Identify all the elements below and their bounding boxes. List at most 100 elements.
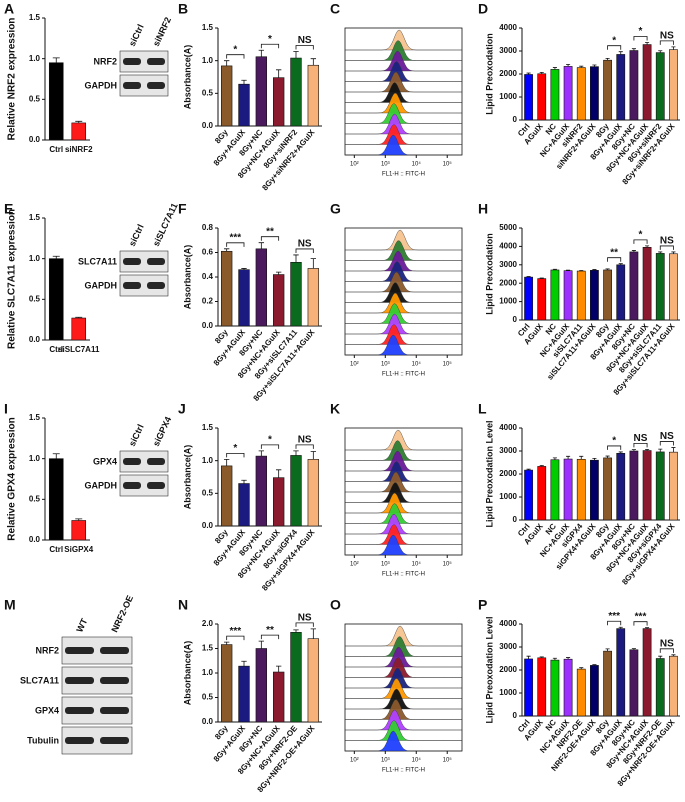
- panel-letter: E: [4, 201, 13, 217]
- y-tick-label: 1.0: [202, 668, 214, 677]
- histogram-curve: [345, 71, 462, 93]
- bar: [537, 278, 547, 321]
- bar: [642, 44, 652, 121]
- histogram-curve: [345, 709, 462, 731]
- bar: [590, 66, 599, 121]
- blot-band: [123, 258, 141, 265]
- x-tick-label: 10²: [350, 162, 359, 168]
- bar: [616, 452, 626, 521]
- bar: [255, 648, 268, 723]
- blot-band: [123, 282, 141, 289]
- error-bar: [645, 245, 650, 248]
- error-bar: [539, 465, 544, 467]
- bar: [669, 49, 678, 121]
- y-tick-label: 3000: [499, 446, 517, 455]
- error-bar: [241, 660, 247, 667]
- histogram-curve: [345, 50, 462, 72]
- significance-label: *: [639, 229, 643, 240]
- lane-label: NRF2-OE: [109, 594, 135, 634]
- bar: [524, 74, 533, 121]
- histogram-curve: [345, 92, 462, 114]
- x-tick-label: 10⁴: [412, 757, 422, 764]
- y-tick-label: 0: [513, 711, 518, 720]
- y-tick-label: 1.5: [29, 213, 41, 222]
- y-tick-label: 1000: [499, 492, 517, 501]
- error-bar: [579, 667, 584, 670]
- error-bar: [526, 655, 531, 659]
- error-bar: [223, 458, 230, 466]
- lane-label: siGPX4: [151, 415, 173, 448]
- significance-bracket: [226, 635, 245, 641]
- histogram-curve: [345, 82, 462, 103]
- y-tick-label: 0.8: [202, 223, 214, 232]
- error-bar: [618, 263, 623, 265]
- y-tick-label: 0.0: [202, 121, 214, 130]
- error-bar: [671, 251, 676, 254]
- significance-label: *: [639, 26, 643, 37]
- lane-label: siNRF2: [151, 16, 173, 48]
- y-tick-label: 0: [513, 115, 518, 124]
- y-tick-label: 0: [513, 315, 518, 324]
- error-bar: [605, 648, 610, 652]
- y-tick-label: 0: [513, 515, 518, 524]
- error-bar: [75, 518, 83, 521]
- error-bar: [605, 455, 610, 458]
- lane-label: WT: [74, 616, 89, 633]
- bar: [524, 276, 533, 321]
- error-bar: [293, 450, 299, 456]
- x-tick-label: 10³: [381, 362, 390, 368]
- blot-band: [147, 458, 165, 465]
- significance-label: ***: [229, 626, 241, 637]
- error-bar: [566, 269, 571, 271]
- x-tick-label: 10⁵: [443, 561, 453, 568]
- significance-bracket: [295, 45, 314, 50]
- panel-letter: O: [330, 597, 341, 613]
- bar: [603, 59, 612, 121]
- blot-strip: [119, 474, 169, 497]
- bar: [272, 77, 285, 127]
- histogram-curve: [345, 61, 462, 82]
- error-bar: [552, 67, 557, 70]
- y-tick-label: 0.4: [202, 272, 214, 281]
- error-bar: [241, 479, 247, 484]
- bar: [290, 455, 302, 527]
- y-tick-label: 4000: [499, 242, 517, 251]
- x-tick-label: SiGPX4: [64, 545, 93, 554]
- significance-label: NS: [660, 431, 674, 442]
- significance-bracket: [633, 621, 648, 626]
- error-bar: [310, 58, 317, 66]
- y-axis-label: Relative SLC7A11 expression: [7, 209, 18, 349]
- y-axis-label: Absorbance(A): [182, 45, 192, 110]
- blot-row-label: GAPDH: [84, 280, 117, 290]
- significance-label: NS: [298, 613, 312, 624]
- blot-band: [100, 677, 129, 684]
- lane-label: siSLC7A11: [151, 201, 180, 247]
- bar: [669, 451, 678, 521]
- significance-bracket: [226, 242, 245, 247]
- x-tick-label: 10⁵: [443, 161, 453, 168]
- histogram-curve: [345, 657, 462, 678]
- y-tick-label: 3000: [499, 260, 517, 269]
- error-bar: [52, 453, 60, 459]
- bar: [616, 54, 626, 121]
- error-bar: [241, 79, 247, 85]
- histogram-curve: [345, 667, 462, 689]
- error-bar: [631, 250, 636, 252]
- histogram-curve: [345, 503, 462, 524]
- error-bar: [539, 71, 544, 74]
- histogram-curve: [345, 282, 462, 303]
- blot-row-label: GPX4: [35, 705, 59, 715]
- significance-bracket: [295, 248, 314, 253]
- bar: [48, 458, 64, 541]
- error-bar: [52, 255, 60, 259]
- error-bar: [241, 268, 247, 270]
- x-tick-label: 10⁴: [412, 561, 422, 568]
- blot-strip: [119, 74, 169, 97]
- y-tick-label: 0.5: [29, 494, 41, 503]
- x-tick-label: Ctrl: [49, 545, 63, 554]
- significance-label: *: [612, 436, 616, 447]
- significance-label: NS: [298, 35, 312, 46]
- blot-row-label: NRF2: [35, 645, 59, 655]
- bar: [590, 459, 599, 521]
- error-bar: [526, 468, 531, 471]
